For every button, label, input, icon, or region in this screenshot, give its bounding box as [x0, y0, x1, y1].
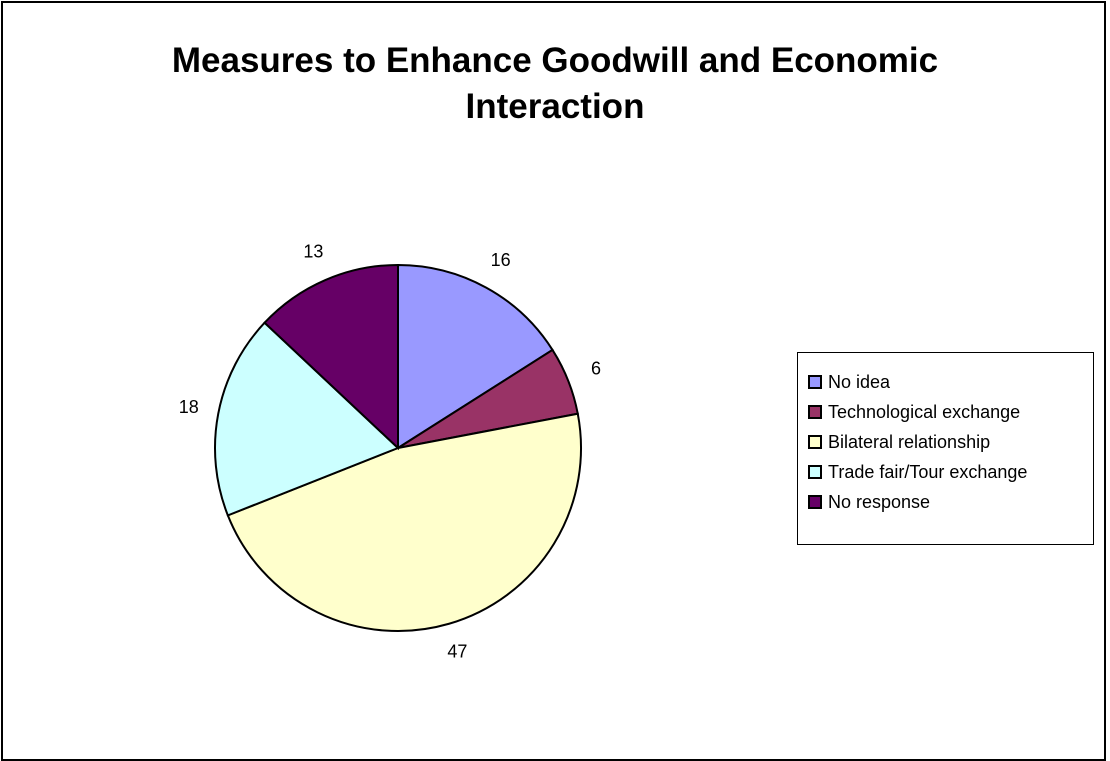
- data-label-bilateral-relationship: 47: [447, 641, 467, 661]
- data-label-trade-fair-tour-exchange: 18: [179, 397, 199, 417]
- legend-label-bilateral-relationship: Bilateral relationship: [828, 431, 991, 452]
- data-label-no-response: 13: [303, 241, 323, 261]
- legend-item-no-idea: No idea: [798, 367, 1093, 397]
- legend-item-no-response: No response: [798, 487, 1093, 517]
- pie-slice-bilateral-relationship: [226, 412, 583, 632]
- data-label-technological-exchange: 6: [591, 358, 601, 378]
- legend-swatch-no-response: [808, 495, 822, 509]
- legend-item-technological-exchange: Technological exchange: [798, 397, 1093, 427]
- chart-title: Measures to Enhance Goodwill and Economi…: [0, 38, 1110, 130]
- pie-chart: 16 6 47 18 13: [179, 241, 601, 661]
- legend-label-technological-exchange: Technological exchange: [828, 401, 1021, 422]
- legend-swatch-no-idea: [808, 375, 822, 389]
- chart-title-line-2: Interaction: [465, 87, 645, 126]
- legend: No idea Technological exchange Bilateral…: [797, 352, 1094, 545]
- legend-label-trade-fair-tour-exchange: Trade fair/Tour exchange: [828, 461, 1028, 482]
- legend-label-no-response: No response: [828, 491, 931, 512]
- legend-swatch-bilateral-relationship: [808, 435, 822, 449]
- chart-title-line-1: Measures to Enhance Goodwill and Economi…: [171, 41, 939, 80]
- legend-item-bilateral-relationship: Bilateral relationship: [798, 427, 1093, 457]
- pie-slice-no-response: [263, 263, 399, 451]
- pie-slice-trade-fair-tour-exchange: [214, 321, 400, 517]
- legend-swatch-trade-fair-tour-exchange: [808, 465, 822, 479]
- data-label-no-idea: 16: [491, 250, 511, 270]
- legend-item-trade-fair-tour-exchange: Trade fair/Tour exchange: [798, 457, 1093, 487]
- legend-label-no-idea: No idea: [828, 371, 891, 392]
- pie-slice-no-idea: [397, 263, 554, 450]
- legend-swatch-technological-exchange: [808, 405, 822, 419]
